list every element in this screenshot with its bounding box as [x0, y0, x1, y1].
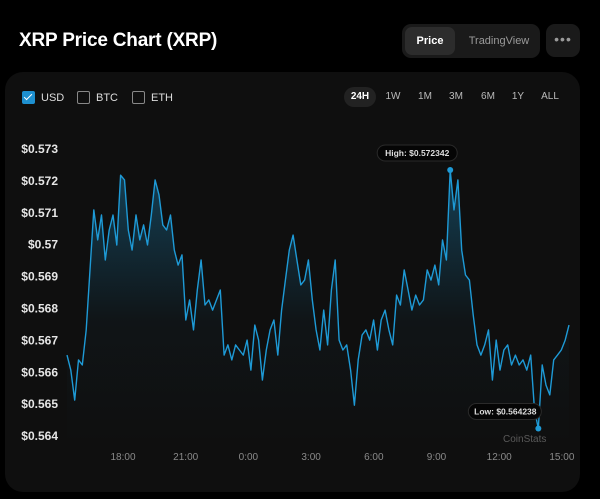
checkbox-checked-icon	[22, 91, 35, 104]
svg-text:Low: $0.564238: Low: $0.564238	[474, 407, 537, 417]
tab-price[interactable]: Price	[405, 27, 455, 55]
more-options-button[interactable]: •••	[546, 24, 580, 57]
checkbox-btc[interactable]: BTC	[77, 91, 118, 104]
checkbox-usd[interactable]: USD	[22, 91, 64, 104]
range-1y[interactable]: 1Y	[511, 91, 525, 102]
checkbox-eth[interactable]: ETH	[132, 91, 173, 104]
x-tick-label: 21:00	[173, 452, 198, 463]
high-label: High: $0.572342	[376, 144, 458, 162]
tab-tradingview[interactable]: TradingView	[468, 35, 530, 47]
low-point[interactable]	[535, 425, 542, 432]
page-title: XRP Price Chart (XRP)	[19, 30, 218, 51]
x-tick-label: 15:00	[549, 452, 574, 463]
y-tick-label: $0.569	[21, 270, 58, 284]
x-tick-label: 3:00	[301, 452, 321, 463]
y-tick-label: $0.57	[28, 238, 58, 252]
x-tick-label: 12:00	[487, 452, 512, 463]
watermark: CoinStats	[503, 434, 546, 445]
low-label: Low: $0.564238	[467, 403, 542, 421]
range-1w[interactable]: 1W	[385, 91, 401, 102]
price-area-fill	[67, 170, 569, 445]
y-tick-label: $0.565	[21, 397, 58, 411]
range-1m[interactable]: 1M	[418, 91, 432, 102]
checkbox-icon	[132, 91, 145, 104]
range-24h[interactable]: 24H	[344, 87, 376, 107]
range-all[interactable]: ALL	[541, 91, 559, 102]
high-point[interactable]	[447, 166, 454, 173]
x-tick-label: 9:00	[427, 452, 447, 463]
view-toggle: Price TradingView	[402, 24, 540, 58]
ellipsis-icon: •••	[554, 31, 572, 47]
y-tick-label: $0.572	[21, 174, 58, 188]
y-tick-label: $0.571	[21, 206, 58, 220]
x-tick-label: 18:00	[110, 452, 135, 463]
checkbox-icon	[77, 91, 90, 104]
price-line	[66, 169, 570, 430]
checkbox-label: ETH	[151, 91, 173, 104]
checkbox-label: BTC	[96, 91, 118, 104]
x-tick-label: 6:00	[364, 452, 384, 463]
y-tick-label: $0.568	[21, 302, 58, 316]
y-tick-label: $0.564	[21, 429, 58, 443]
y-tick-label: $0.573	[21, 142, 58, 156]
checkbox-label: USD	[41, 91, 65, 104]
y-tick-label: $0.566	[21, 365, 58, 379]
range-3m[interactable]: 3M	[449, 91, 463, 102]
range-6m[interactable]: 6M	[481, 91, 495, 102]
svg-text:High: $0.572342: High: $0.572342	[385, 148, 450, 158]
x-tick-label: 0:00	[239, 452, 259, 463]
y-tick-label: $0.567	[21, 333, 58, 347]
